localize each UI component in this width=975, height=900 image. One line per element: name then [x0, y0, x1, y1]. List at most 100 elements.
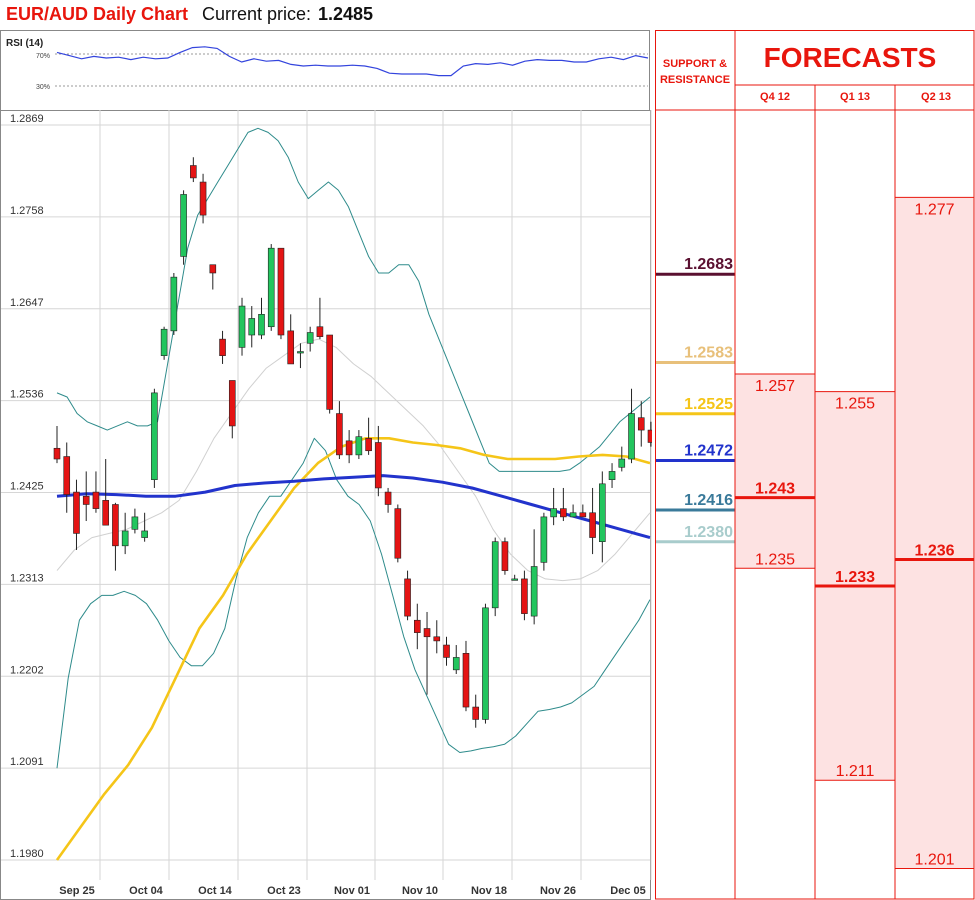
- y-tick-label: 1.1980: [10, 848, 44, 860]
- candle-body: [336, 413, 343, 456]
- current-price-label: Current price:: [202, 4, 312, 24]
- candle-body: [141, 530, 148, 538]
- candle-body: [589, 512, 596, 538]
- current-price-value: 1.2485: [318, 4, 374, 24]
- y-tick-label: 1.2647: [10, 297, 44, 309]
- candle-body: [73, 491, 80, 534]
- candle-body: [443, 644, 450, 658]
- candle-body: [511, 578, 518, 581]
- candle-body: [452, 657, 460, 671]
- candle-body: [170, 276, 178, 332]
- candle-body: [530, 566, 538, 617]
- candle-body: [92, 491, 100, 509]
- rsi-tick-30: 30%: [36, 84, 50, 91]
- x-tick-label: Oct 14: [198, 885, 233, 897]
- candle-body: [297, 351, 304, 354]
- rsi-tick-70: 70%: [36, 53, 50, 60]
- candle-body: [365, 438, 372, 452]
- candle-body: [647, 429, 652, 443]
- forecast-range: [895, 197, 974, 869]
- x-tick-label: Oct 04: [129, 885, 164, 897]
- sr-level-label: 1.2683: [684, 256, 733, 273]
- candle-body: [160, 328, 168, 356]
- candle-body: [190, 165, 197, 179]
- x-tick-label: Nov 10: [402, 885, 438, 897]
- candle-body: [238, 305, 246, 348]
- candle-body: [550, 508, 557, 518]
- candle-body: [599, 483, 606, 542]
- candle-body: [53, 447, 61, 460]
- candle-body: [491, 541, 499, 609]
- candle-body: [521, 578, 528, 614]
- candle-body: [540, 516, 548, 563]
- x-tick-label: Oct 23: [267, 885, 301, 897]
- x-tick-label: Sep 25: [59, 885, 94, 897]
- sr-level-label: 1.2416: [684, 492, 733, 509]
- forecast-range: [735, 374, 815, 569]
- sr-header-line2: RESISTANCE: [660, 74, 730, 86]
- y-tick-label: 1.2202: [10, 664, 44, 676]
- column-header-q4-12: Q4 12: [760, 91, 790, 103]
- forecast-mid-value: 1.233: [835, 569, 875, 586]
- price-chart: 1.2869 1.2758 1.2647 1.2536 1.2425 1.2313 1.22…: [0, 110, 652, 900]
- candle-body: [258, 314, 265, 336]
- forecast-low-value: 1.201: [914, 852, 954, 869]
- candle-body: [326, 334, 333, 410]
- forecast-mid-value: 1.243: [755, 481, 795, 498]
- candle-body: [628, 413, 635, 460]
- x-tick-label: Nov 18: [471, 885, 507, 897]
- chart-header: EUR/AUD Daily Chart Current price: 1.248…: [0, 0, 650, 30]
- candle-body: [228, 380, 236, 427]
- candle-body: [375, 442, 382, 489]
- candle-body: [121, 530, 129, 547]
- candle-body: [180, 194, 187, 257]
- chart-title: EUR/AUD Daily Chart: [6, 4, 189, 24]
- y-tick-label: 1.2869: [10, 113, 44, 125]
- forecast-high-value: 1.257: [755, 378, 795, 395]
- forecast-high-value: 1.255: [835, 396, 875, 413]
- sr-level-label: 1.2380: [684, 524, 733, 541]
- y-tick-label: 1.2313: [10, 572, 44, 584]
- y-tick-label: 1.2758: [10, 205, 44, 217]
- candle-body: [618, 458, 626, 468]
- forecast-low-value: 1.211: [836, 763, 875, 780]
- candle-body: [608, 471, 616, 480]
- candle-body: [462, 653, 470, 708]
- x-tick-label: Nov 26: [540, 885, 576, 897]
- forecast-high-value: 1.277: [914, 201, 954, 218]
- candle-body: [560, 508, 567, 518]
- candle-body: [501, 541, 509, 571]
- candle-body: [131, 516, 139, 530]
- candle-body: [209, 264, 217, 274]
- candle-body: [267, 247, 275, 328]
- candle-body: [277, 247, 285, 336]
- candle-body: [394, 508, 402, 559]
- candle-body: [404, 578, 411, 617]
- candle-body: [102, 500, 109, 526]
- candle-body: [472, 706, 480, 720]
- candle-body: [345, 440, 353, 456]
- y-tick-label: 1.2091: [10, 756, 44, 768]
- sr-header-line1: SUPPORT &: [663, 58, 727, 70]
- rsi-panel: RSI (14) 70% 30%: [0, 30, 650, 111]
- sr-level-label: 1.2525: [684, 396, 733, 413]
- sr-level-label: 1.2472: [684, 443, 733, 460]
- rsi-line: [56, 46, 649, 77]
- candle-body: [151, 392, 158, 480]
- forecast-low-value: 1.235: [755, 551, 795, 568]
- candle-body: [579, 512, 587, 518]
- candle-body: [569, 512, 577, 518]
- candle-body: [423, 628, 431, 638]
- candle-body: [316, 326, 324, 337]
- candle-body: [306, 332, 314, 344]
- sr-level-label: 1.2583: [684, 345, 733, 362]
- x-tick-label: Nov 01: [334, 885, 370, 897]
- candle-body: [287, 330, 295, 365]
- candle-body: [82, 495, 90, 505]
- overlay-bollinger-lower: [56, 437, 651, 769]
- candle-body: [413, 619, 421, 633]
- candle-body: [219, 338, 226, 356]
- overlay-ma-20: [56, 338, 651, 582]
- candle-body: [248, 318, 256, 336]
- x-tick-label: Dec 05: [610, 885, 645, 897]
